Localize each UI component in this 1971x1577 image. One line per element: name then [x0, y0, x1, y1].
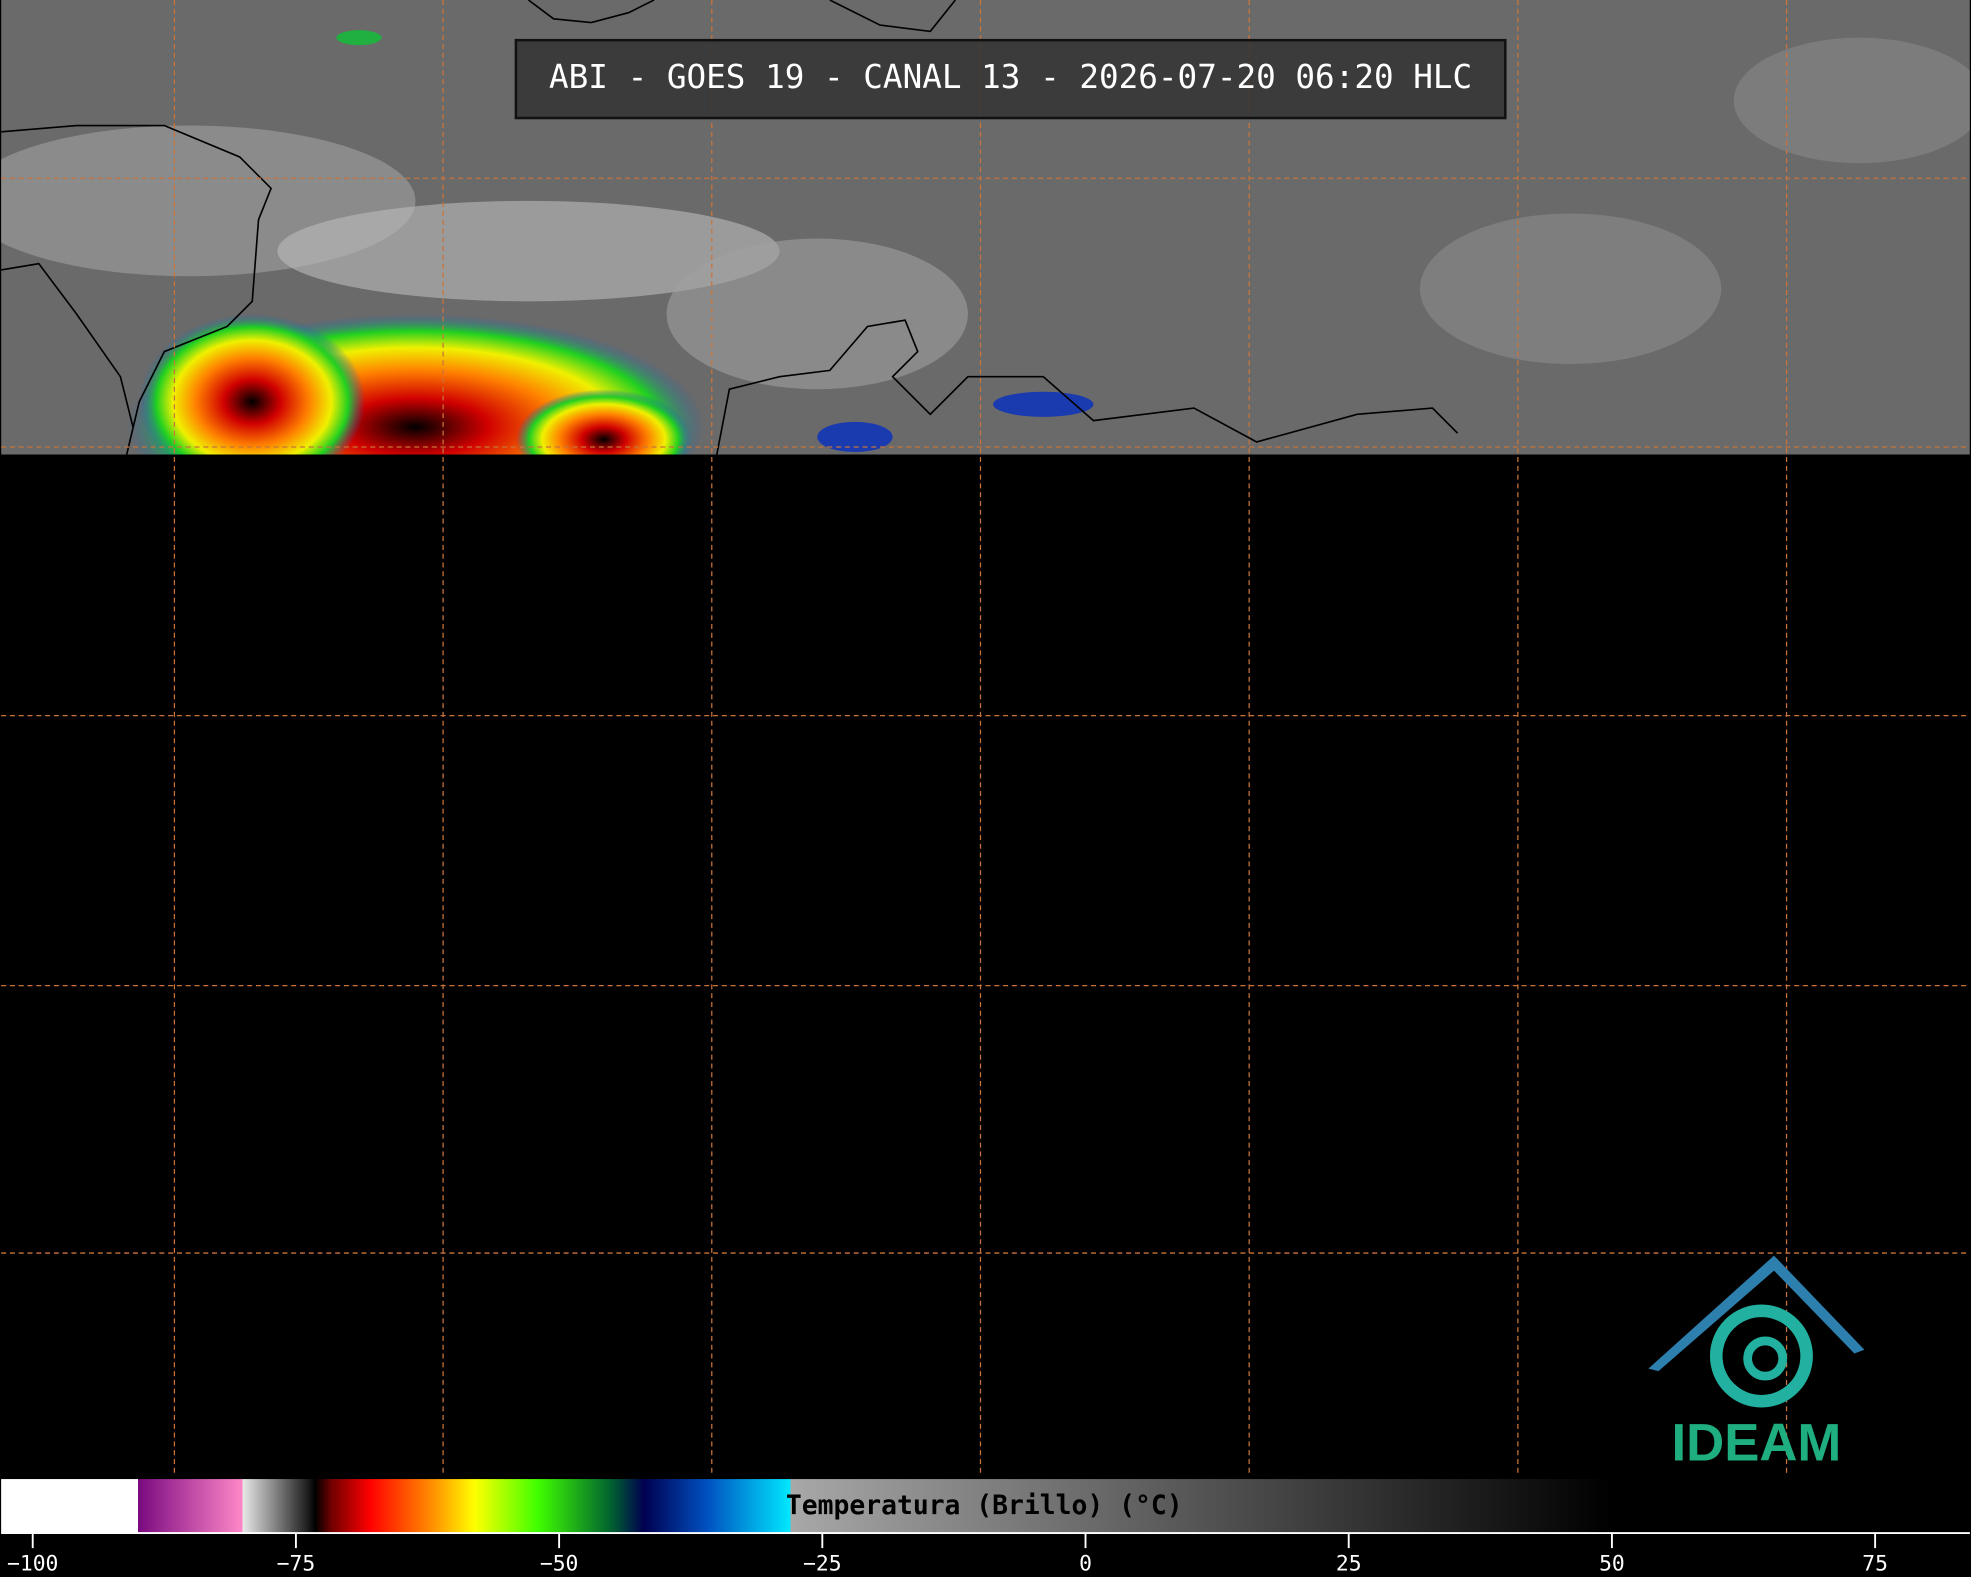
graticule — [1, 0, 1970, 1476]
colorbar-tick-label: −75 — [277, 1551, 316, 1576]
colorbar-tick-label: −25 — [803, 1551, 842, 1576]
title: ABI - GOES 19 - CANAL 13 - 2026-07-20 06… — [549, 58, 1472, 96]
colorbar-tick-label: −50 — [540, 1551, 579, 1576]
colorbar-tick-label: 0 — [1079, 1551, 1092, 1576]
colorbar-tick-label: 75 — [1862, 1551, 1888, 1576]
colorbar-ramp — [1, 1479, 1612, 1534]
colorbar-tick-label: 50 — [1599, 1551, 1625, 1576]
title-box — [514, 38, 1507, 120]
logo: IDEAM — [1648, 1255, 1865, 1472]
colorbar: Temperatura (Brillo) (°C) −100 −75 −50 −25 0 2… — [1, 1479, 1970, 1576]
colorbar-label: Temperatura (Brillo) (°C) — [786, 1491, 1183, 1521]
colorbar-tick-label: 25 — [1336, 1551, 1362, 1576]
logo-text: IDEAM — [1671, 1413, 1841, 1472]
colorbar-tick-label: −100 — [7, 1551, 58, 1576]
